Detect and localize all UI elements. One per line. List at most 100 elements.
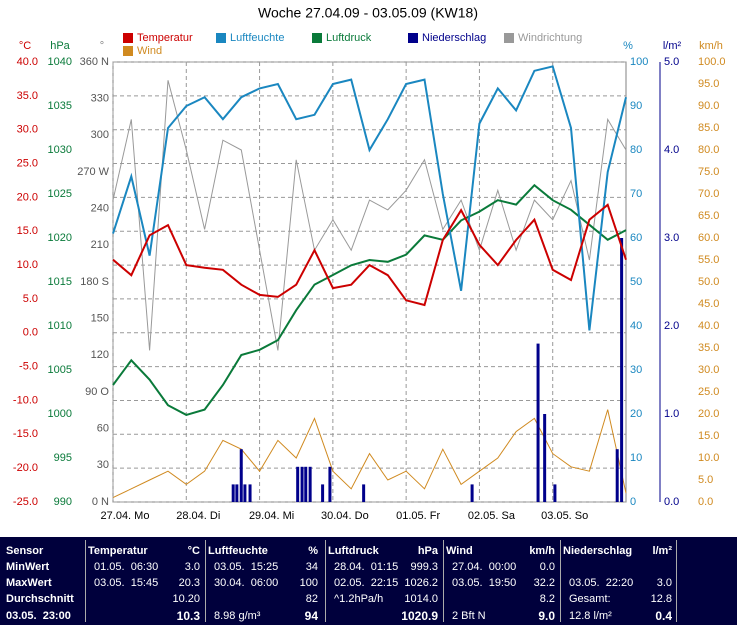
- cell-value: 82: [305, 593, 318, 605]
- y-tick-label: 90.0: [698, 100, 719, 112]
- y-tick-label: 30: [97, 459, 109, 471]
- cell-note: 12.8 l/m²: [569, 610, 612, 622]
- x-tick-label: 27.04. Mo: [101, 510, 150, 522]
- y-tick-label: 360 N: [80, 56, 109, 68]
- y-tick-label: 330: [91, 93, 109, 105]
- y-tick-label: 35.0: [17, 90, 38, 102]
- axis-unit: l/m²: [663, 40, 682, 52]
- y-tick-label: 45.0: [698, 298, 719, 310]
- y-tick-label: 180 S: [80, 276, 109, 288]
- column-title: Luftdruck: [328, 545, 379, 557]
- precip-bar: [231, 484, 235, 502]
- separator: [85, 540, 86, 622]
- cell-value: 20.3: [178, 577, 200, 589]
- x-tick-label: 28.04. Di: [176, 510, 220, 522]
- precip-bar: [308, 466, 312, 502]
- legend-swatch: [504, 33, 514, 43]
- column-unit: km/h: [529, 545, 555, 557]
- axis-unit: km/h: [699, 40, 723, 52]
- y-tick-label: 0.0: [23, 327, 38, 339]
- legend-label: Windrichtung: [518, 32, 582, 44]
- y-tick-label: 40.0: [698, 320, 719, 332]
- y-tick-label: 0: [630, 496, 636, 508]
- precip-bar: [235, 484, 239, 502]
- y-tick-label: 270 W: [77, 166, 109, 178]
- chart-title: Woche 27.04.09 - 03.05.09 (KW18): [258, 5, 478, 21]
- series-line: [112, 65, 627, 331]
- y-tick-label: 70: [630, 188, 642, 200]
- cell-value: 10.3: [176, 609, 200, 623]
- y-tick-label: -10.0: [13, 394, 38, 406]
- row-label: 03.05. 23:00: [6, 610, 71, 622]
- row-label: Durchschnitt: [6, 593, 74, 605]
- separator: [325, 540, 326, 622]
- y-tick-label: 1040: [48, 56, 72, 68]
- cell-note: 02.05. 22:15: [334, 577, 399, 589]
- y-tick-label: -25.0: [13, 496, 38, 508]
- cell-value: 34: [305, 561, 318, 573]
- x-tick-label: 02.05. Sa: [468, 510, 516, 522]
- y-tick-label: 30: [630, 364, 642, 376]
- cell-value: 1014.0: [404, 593, 438, 605]
- column-unit: °C: [187, 545, 200, 557]
- y-tick-label: 70.0: [698, 188, 719, 200]
- y-tick-label: 240: [91, 203, 109, 215]
- row-label: MaxWert: [6, 577, 52, 589]
- y-tick-label: 10.0: [17, 259, 38, 271]
- cell-note: 03.05. 15:25: [214, 561, 279, 573]
- precip-bar: [328, 466, 332, 502]
- cell-note: 01.05. 06:30: [94, 561, 159, 573]
- y-tick-label: 85.0: [698, 122, 719, 134]
- column-unit: l/m²: [652, 545, 672, 557]
- precip-bar: [620, 238, 624, 502]
- cell-note: ^1.2hPa/h: [334, 593, 384, 605]
- column-title: Wind: [446, 545, 473, 557]
- precip-bar: [543, 414, 547, 502]
- y-tick-label: 210: [91, 239, 109, 251]
- column-title: Niederschlag: [563, 545, 633, 557]
- legend-label: Luftdruck: [326, 32, 372, 44]
- cell-value: 100: [299, 577, 318, 589]
- y-tick-label: 5.0: [23, 293, 38, 305]
- y-tick-label: 25.0: [698, 386, 719, 398]
- series-line: [112, 203, 627, 307]
- y-tick-label: 60: [97, 423, 109, 435]
- y-tick-label: 10.0: [698, 452, 719, 464]
- cell-note: 03.05. 19:50: [452, 577, 517, 589]
- header-label: Sensor: [6, 545, 44, 557]
- y-tick-label: 90: [630, 100, 642, 112]
- y-tick-label: 75.0: [698, 166, 719, 178]
- precip-bar: [304, 466, 308, 502]
- precip-bar: [243, 484, 247, 502]
- column-title: Luftfeuchte: [208, 545, 268, 557]
- y-tick-label: 0 N: [92, 496, 109, 508]
- y-tick-label: 1035: [48, 100, 72, 112]
- axis-unit: %: [623, 40, 633, 52]
- y-tick-label: 50.0: [698, 276, 719, 288]
- cell-value: 3.0: [184, 561, 200, 573]
- axis-unit: °C: [19, 40, 31, 52]
- legend-swatch: [312, 33, 322, 43]
- precip-bar: [536, 343, 540, 502]
- separator: [205, 540, 206, 622]
- legend-swatch: [408, 33, 418, 43]
- cell-value: 9.0: [538, 609, 555, 623]
- y-tick-label: 1030: [48, 144, 72, 156]
- y-tick-label: 1025: [48, 188, 72, 200]
- separator: [676, 540, 677, 622]
- legend-swatch: [123, 46, 133, 56]
- column-unit: hPa: [417, 545, 438, 557]
- row-label: MinWert: [6, 561, 50, 573]
- axis-unit: °: [100, 40, 104, 52]
- cell-note: 03.05. 15:45: [94, 577, 159, 589]
- y-tick-label: 60.0: [698, 232, 719, 244]
- y-tick-label: 65.0: [698, 210, 719, 222]
- y-tick-label: 1005: [48, 364, 72, 376]
- cell-value: 0.4: [655, 609, 672, 623]
- x-tick-label: 03.05. So: [541, 510, 588, 522]
- y-tick-label: 20.0: [17, 191, 38, 203]
- y-tick-label: 10: [630, 452, 642, 464]
- y-tick-label: 1015: [48, 276, 72, 288]
- y-tick-label: 20: [630, 408, 642, 420]
